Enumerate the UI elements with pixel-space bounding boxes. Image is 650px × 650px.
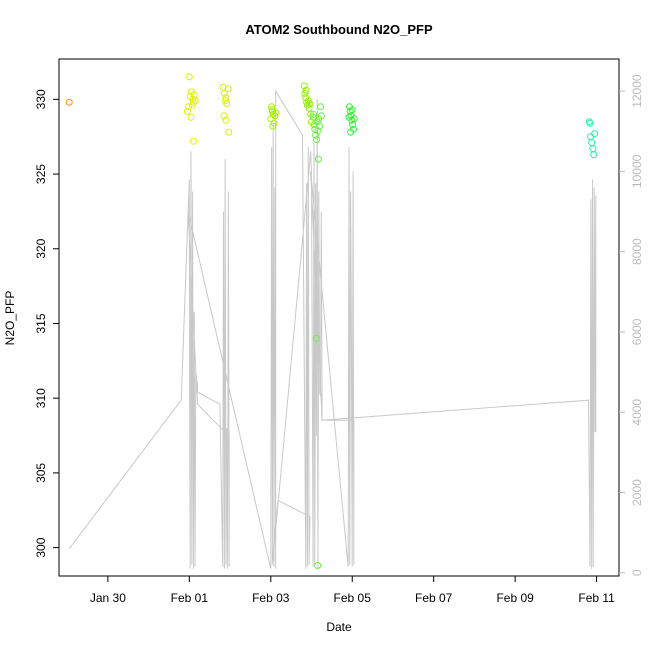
data-point-19 [222, 116, 230, 124]
data-point-70 [589, 145, 597, 153]
data-point-63 [347, 128, 355, 136]
data-point-53 [314, 155, 322, 163]
x-tick-label: Jan 30 [90, 591, 126, 605]
x-tick-label: Feb 07 [415, 591, 453, 605]
right-series-line [68, 89, 597, 569]
data-point-47 [310, 110, 317, 118]
y2-tick-label: 4000 [630, 399, 644, 426]
data-point-56 [317, 112, 325, 120]
data-point-38 [306, 100, 314, 108]
data-point-51 [316, 122, 324, 130]
data-point-55 [314, 562, 322, 569]
data-point-10 [188, 101, 196, 109]
data-point-34 [303, 98, 311, 106]
y2-tick-label: 12000 [630, 74, 644, 108]
points-layer [65, 73, 599, 569]
x-tick-label: Feb 03 [252, 591, 290, 605]
data-point-54 [312, 334, 320, 342]
chart-title: ATOM2 Southbound N2O_PFP [245, 22, 433, 37]
x-axis-label: Date [326, 620, 352, 634]
data-point-18 [220, 112, 228, 120]
y-axis-label: N2O_PFP [3, 291, 17, 346]
data-point-29 [269, 122, 277, 130]
data-point-20 [224, 85, 232, 93]
x-axis: Jan 30 Feb 01 Feb 03 Feb 05 Feb 07 Feb 09 Feb … [90, 576, 615, 605]
data-point-12 [189, 137, 197, 145]
data-point-49 [314, 127, 322, 135]
y2-tick-label: 6000 [630, 318, 644, 345]
data-point-73 [586, 119, 594, 127]
plot-frame [58, 58, 620, 577]
y-axis: 300 305 310 315 320 325 330 [34, 89, 59, 558]
x-tick-label: Feb 05 [334, 591, 372, 605]
data-point-21 [225, 128, 233, 136]
data-point-5 [185, 103, 192, 111]
data-point-68 [587, 133, 594, 141]
x-tick-label: Feb 11 [578, 591, 615, 605]
y2-axis: 0 2000 4000 6000 8000 10000 12000 [619, 74, 644, 576]
y-tick-label: 315 [34, 313, 48, 333]
y2-tick-label: 2000 [630, 479, 644, 506]
data-point-52 [317, 103, 324, 111]
data-point-0 [65, 98, 73, 106]
x-tick-label: Feb 09 [496, 591, 534, 605]
data-point-46 [312, 136, 320, 144]
data-point-22 [268, 103, 276, 111]
data-point-28 [271, 112, 279, 120]
data-point-64 [348, 106, 356, 114]
data-point-72 [591, 130, 599, 138]
x-tick-label: Feb 01 [171, 591, 209, 605]
data-point-66 [345, 113, 353, 121]
right-series-layer [68, 89, 597, 569]
data-point-14 [220, 89, 228, 97]
y-tick-label: 320 [34, 238, 48, 258]
data-point-17 [223, 100, 231, 108]
y2-tick-label: 8000 [630, 238, 644, 265]
data-point-8 [183, 107, 191, 115]
data-point-41 [302, 86, 310, 94]
data-point-69 [588, 139, 596, 147]
data-point-31 [300, 82, 308, 90]
y2-tick-label: 10000 [630, 154, 644, 188]
y-tick-label: 305 [34, 463, 48, 483]
y-tick-label: 330 [34, 89, 48, 109]
data-point-9 [187, 113, 195, 121]
data-point-11 [191, 97, 199, 105]
data-point-71 [590, 151, 598, 159]
y-tick-label: 325 [34, 164, 48, 184]
data-point-30 [272, 109, 280, 117]
data-point-1 [185, 73, 193, 81]
y-tick-label: 310 [34, 388, 48, 408]
y-tick-label: 300 [34, 537, 48, 557]
y2-tick-label: 0 [630, 569, 644, 576]
